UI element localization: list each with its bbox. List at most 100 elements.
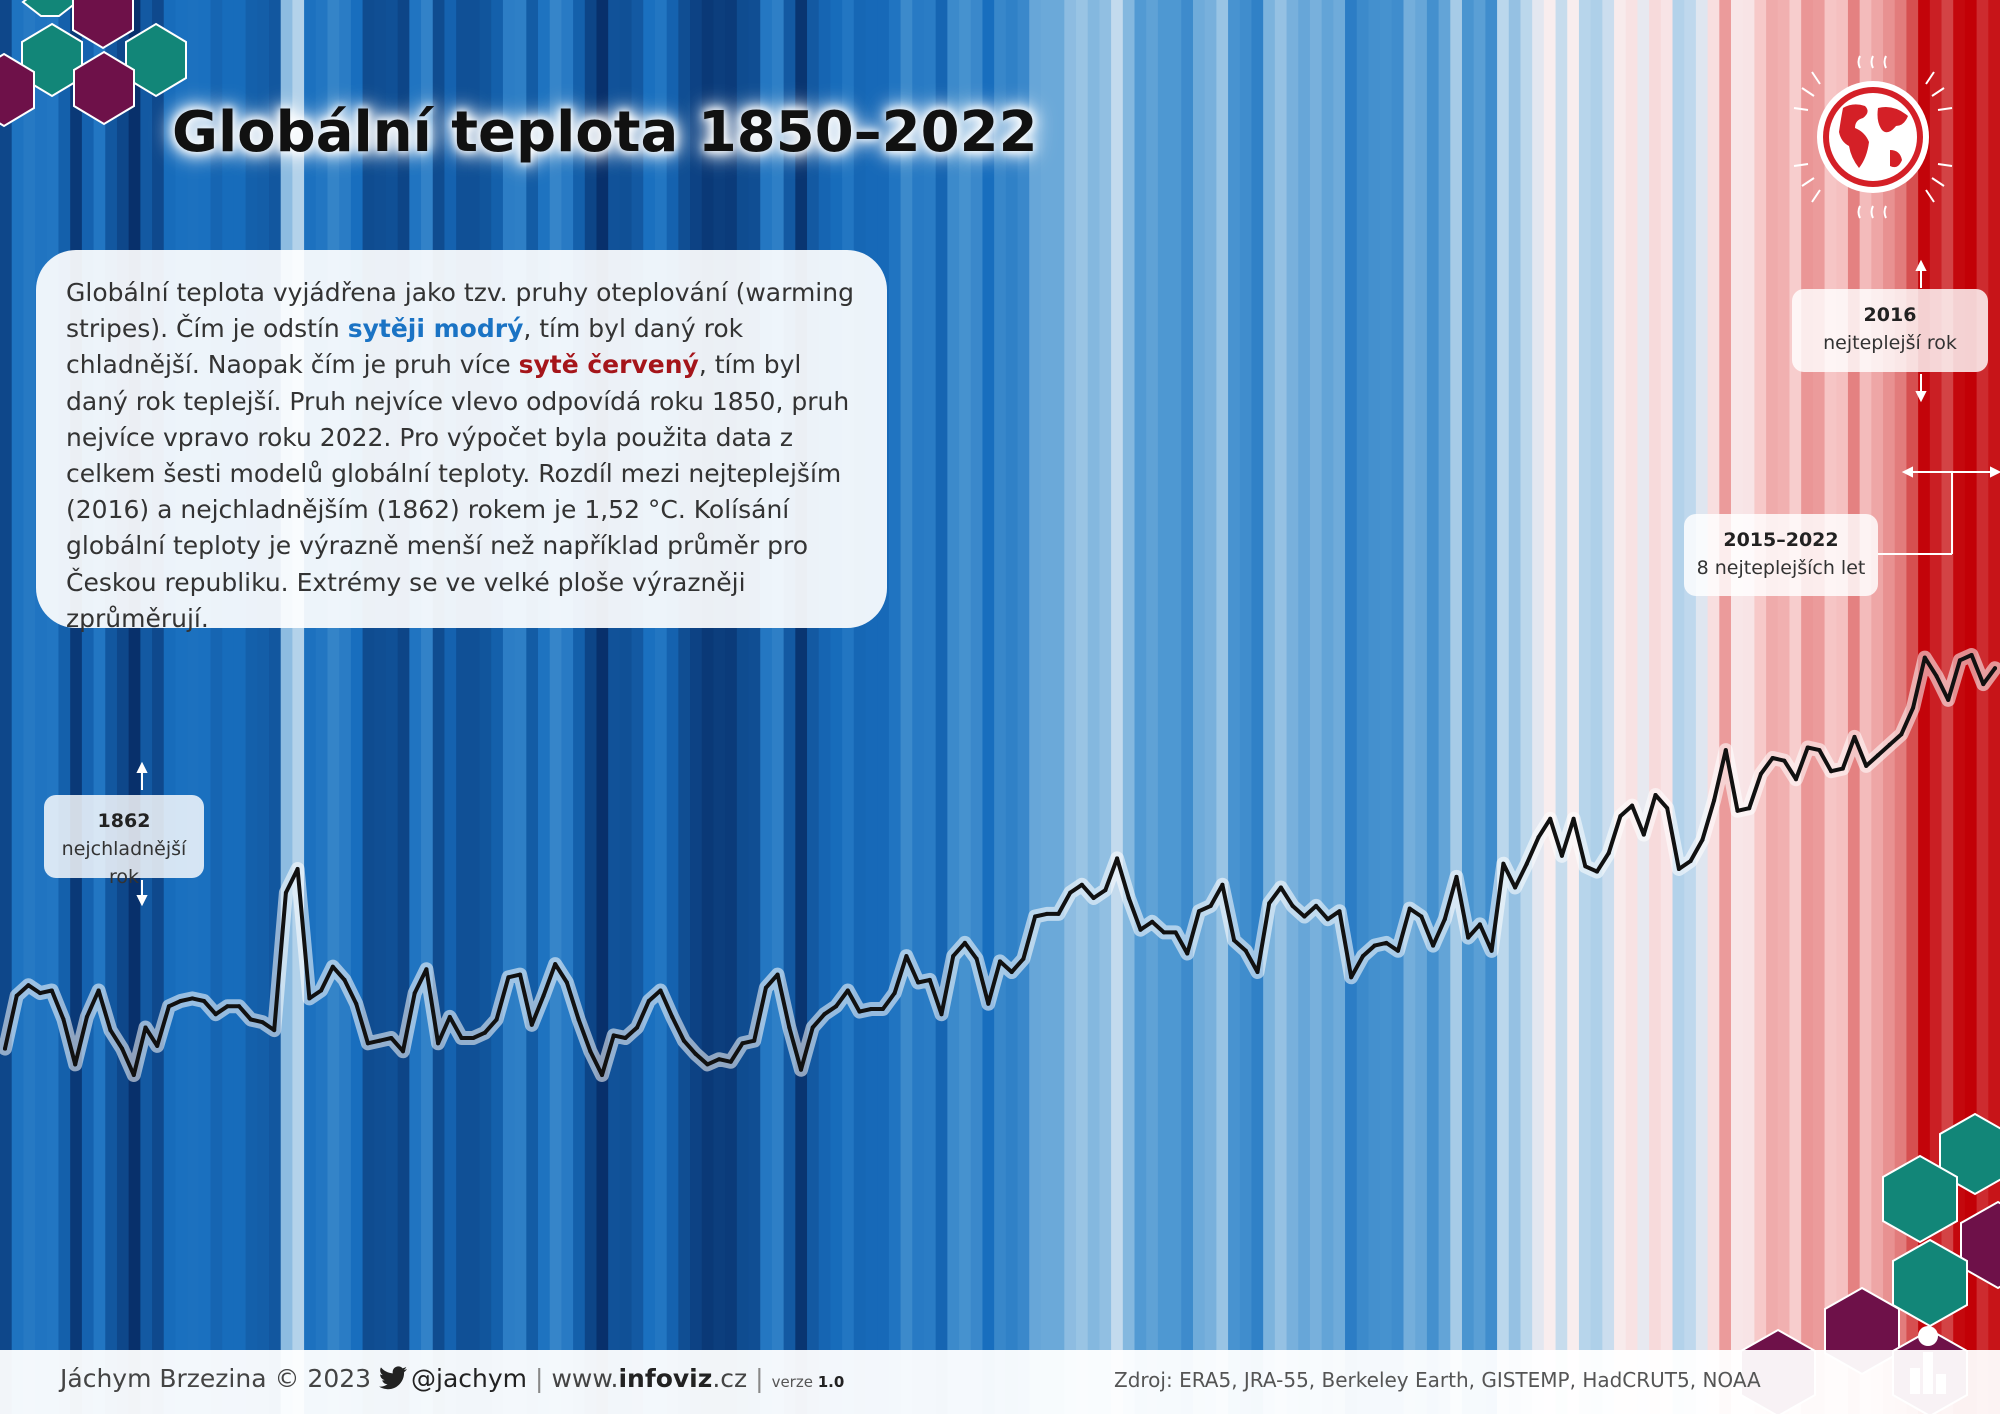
stripe-1957 bbox=[1251, 0, 1264, 1414]
temperature-point-1906 bbox=[658, 988, 663, 993]
temperature-point-1995 bbox=[1700, 837, 1705, 842]
temperature-point-1897 bbox=[553, 962, 558, 967]
temperature-point-1888 bbox=[447, 1014, 452, 1019]
stripe-1995 bbox=[1695, 0, 1709, 1414]
temperature-point-1966 bbox=[1360, 954, 1365, 959]
stripe-1988 bbox=[1614, 0, 1627, 1414]
intro-text-1: Globální teplota vyjádřena jako tzv. pru… bbox=[66, 278, 854, 344]
temperature-point-1990 bbox=[1641, 832, 1646, 837]
temperature-point-1971 bbox=[1419, 914, 1424, 919]
stripe-1851 bbox=[11, 0, 24, 1414]
stripe-1993 bbox=[1672, 0, 1685, 1414]
temperature-point-2007 bbox=[1840, 766, 1845, 771]
footer-version-label: verze bbox=[771, 1373, 813, 1391]
temperature-point-1985 bbox=[1583, 864, 1588, 869]
stripe-1967 bbox=[1368, 0, 1381, 1414]
temperature-point-1980 bbox=[1524, 861, 1529, 866]
stripe-1940 bbox=[1052, 0, 1065, 1414]
stripe-1935 bbox=[994, 0, 1007, 1414]
stripe-1966 bbox=[1356, 0, 1370, 1414]
stripe-1932 bbox=[959, 0, 972, 1414]
stripe-1959 bbox=[1274, 0, 1288, 1414]
temperature-point-1964 bbox=[1337, 909, 1342, 914]
temperature-point-1954 bbox=[1220, 882, 1225, 887]
temperature-point-1978 bbox=[1501, 861, 1506, 866]
temperature-point-1931 bbox=[951, 954, 956, 959]
stripe-1982 bbox=[1543, 0, 1557, 1414]
callout-hottest-year-value: 2016 bbox=[1863, 304, 1917, 326]
stripe-1997 bbox=[1719, 0, 1732, 1414]
stripe-1965 bbox=[1345, 0, 1358, 1414]
stripe-2001 bbox=[1766, 0, 1779, 1414]
temperature-point-2013 bbox=[1911, 705, 1916, 710]
footer-twitter-handle[interactable]: @jachym bbox=[411, 1364, 528, 1393]
stripe-1992 bbox=[1660, 0, 1674, 1414]
temperature-point-1909 bbox=[693, 1051, 698, 1056]
stripe-1852 bbox=[23, 0, 36, 1414]
range-bracket bbox=[1878, 466, 2000, 555]
temperature-point-2002 bbox=[1782, 758, 1787, 763]
temperature-point-2011 bbox=[1887, 742, 1892, 747]
temperature-point-1929 bbox=[927, 977, 932, 982]
callout-coldest-year-value: 1862 bbox=[97, 810, 151, 832]
temperature-point-1917 bbox=[787, 1025, 792, 1030]
stripe-1937 bbox=[1017, 0, 1030, 1414]
stripe-1983 bbox=[1555, 0, 1568, 1414]
temperature-point-1903 bbox=[623, 1036, 628, 1040]
hexagon-decoration-br-4 bbox=[1892, 1238, 1968, 1328]
callout-hottest-range-value: 2015–2022 bbox=[1723, 529, 1839, 551]
temperature-point-1979 bbox=[1513, 885, 1518, 890]
cold-year-arrow bbox=[136, 761, 148, 907]
temperature-point-1997 bbox=[1723, 748, 1728, 753]
temperature-point-1942 bbox=[1079, 882, 1084, 887]
stripe-1972 bbox=[1426, 0, 1440, 1414]
temperature-point-1991 bbox=[1653, 793, 1658, 797]
temperature-point-1950 bbox=[1173, 930, 1178, 935]
temperature-point-1882 bbox=[377, 1038, 382, 1043]
temperature-point-1992 bbox=[1665, 806, 1670, 811]
temperature-point-1937 bbox=[1021, 956, 1026, 961]
temperature-point-1946 bbox=[1126, 896, 1131, 900]
temperature-point-1857 bbox=[84, 1014, 89, 1019]
stripe-1990 bbox=[1637, 0, 1650, 1414]
temperature-point-1933 bbox=[974, 956, 979, 961]
temperature-point-1925 bbox=[880, 1007, 885, 1011]
temperature-point-1989 bbox=[1630, 803, 1635, 808]
temperature-point-1879 bbox=[342, 977, 347, 982]
temperature-point-1887 bbox=[436, 1041, 441, 1046]
temperature-point-1981 bbox=[1536, 835, 1541, 840]
stripe-1984 bbox=[1567, 0, 1580, 1414]
temperature-point-1930 bbox=[939, 1012, 944, 1017]
temperature-point-2001 bbox=[1770, 756, 1775, 760]
stripe-1986 bbox=[1590, 0, 1603, 1414]
stripe-1955 bbox=[1228, 0, 1241, 1414]
temperature-point-1972 bbox=[1431, 943, 1436, 948]
temperature-point-1910 bbox=[705, 1062, 710, 1067]
temperature-point-1900 bbox=[588, 1049, 593, 1054]
footer-website-link[interactable]: www.infoviz.cz bbox=[551, 1364, 747, 1393]
temperature-point-2014 bbox=[1922, 655, 1927, 660]
stripe-1968 bbox=[1380, 0, 1393, 1414]
temperature-point-1945 bbox=[1115, 856, 1120, 861]
temperature-point-1859 bbox=[108, 1028, 113, 1033]
temperature-point-1883 bbox=[389, 1036, 394, 1040]
stripe-1996 bbox=[1707, 0, 1720, 1414]
temperature-point-1932 bbox=[962, 940, 967, 945]
intro-text-box: Globální teplota vyjádřena jako tzv. pru… bbox=[36, 250, 887, 633]
stripe-1978 bbox=[1497, 0, 1510, 1414]
stripe-1943 bbox=[1087, 0, 1101, 1414]
temperature-point-1899 bbox=[576, 1017, 581, 1022]
stripe-1953 bbox=[1204, 0, 1217, 1414]
stripe-1951 bbox=[1181, 0, 1194, 1414]
stripe-1963 bbox=[1321, 0, 1334, 1414]
stripe-1950 bbox=[1169, 0, 1182, 1414]
stripe-1944 bbox=[1099, 0, 1112, 1414]
temperature-point-1938 bbox=[1033, 914, 1038, 919]
temperature-point-1969 bbox=[1396, 948, 1400, 953]
page-title: Globální teplota 1850–2022 bbox=[172, 100, 1038, 165]
callout-hottest-range-label: 8 nejteplejších let bbox=[1696, 557, 1866, 579]
temperature-point-1890 bbox=[471, 1036, 476, 1040]
temperature-point-1960 bbox=[1290, 903, 1295, 908]
temperature-point-1893 bbox=[506, 975, 511, 980]
